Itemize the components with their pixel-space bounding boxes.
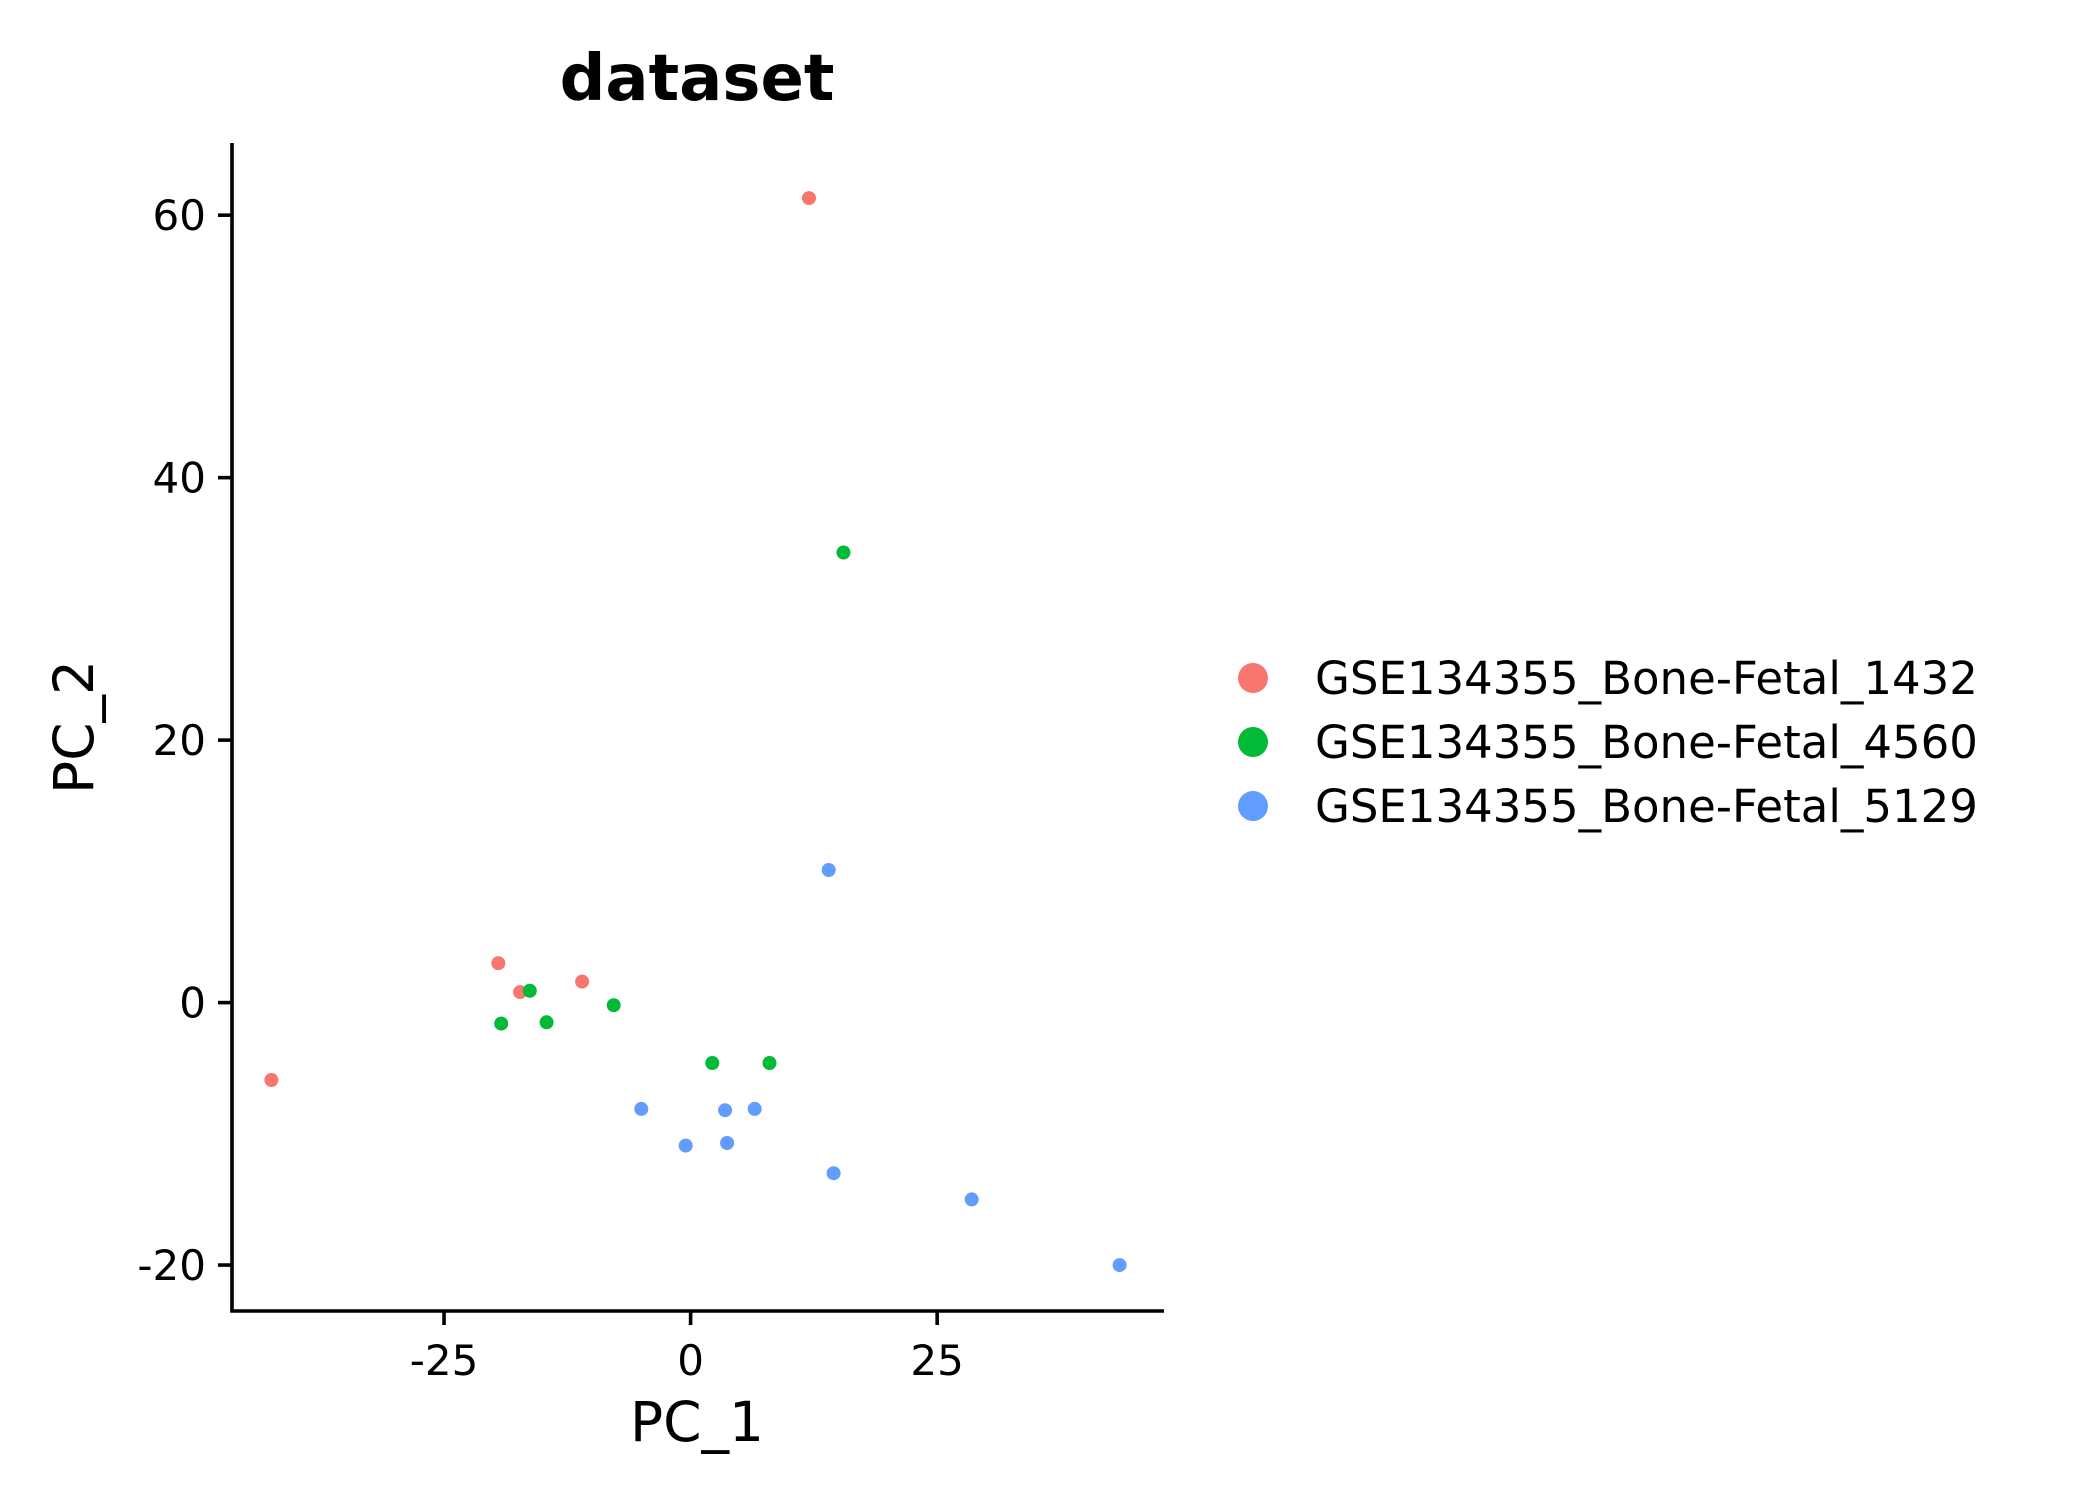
x-tick-label: 0 bbox=[677, 1336, 704, 1385]
legend-label-series-1: GSE134355_Bone-Fetal_1432 bbox=[1315, 652, 1978, 705]
data-point-series-3-1 bbox=[821, 863, 836, 877]
data-point-series-3-4 bbox=[747, 1101, 762, 1116]
data-point-series-2-1 bbox=[836, 545, 851, 560]
data-point-series-3-5 bbox=[678, 1138, 693, 1153]
y-tick-label: 40 bbox=[153, 454, 206, 503]
data-point-series-3-2 bbox=[634, 1101, 649, 1116]
legend: GSE134355_Bone-Fetal_1432 GSE134355_Bone-… bbox=[1238, 652, 1978, 833]
data-point-series-3-3 bbox=[718, 1103, 733, 1118]
data-point-series-2-5 bbox=[606, 998, 621, 1013]
x-tick-label: -25 bbox=[410, 1336, 479, 1385]
data-point-series-1-5 bbox=[264, 1073, 279, 1087]
x-axis-title: PC_1 bbox=[630, 1390, 764, 1454]
x-tick-label: 25 bbox=[910, 1336, 963, 1385]
y-tick-label: -20 bbox=[137, 1241, 206, 1290]
data-point-series-2-3 bbox=[494, 1016, 509, 1031]
x-axis-ticks: -25 0 25 bbox=[410, 1311, 964, 1385]
data-point-series-3-8 bbox=[964, 1192, 979, 1207]
data-point-series-1-2 bbox=[491, 956, 506, 971]
data-point-series-1-4 bbox=[575, 974, 590, 989]
data-point-series-3-7 bbox=[826, 1166, 841, 1181]
data-point-series-2-6 bbox=[705, 1056, 720, 1070]
chart-title: dataset bbox=[560, 42, 835, 116]
legend-key-series-1 bbox=[1238, 663, 1268, 693]
points-layer bbox=[264, 191, 1127, 1273]
plot-panel: -25 0 25 -20 0 20 40 60 bbox=[137, 143, 1164, 1385]
legend-key-series-3 bbox=[1238, 791, 1268, 821]
legend-label-series-2: GSE134355_Bone-Fetal_4560 bbox=[1315, 716, 1978, 769]
y-axis-title: PC_2 bbox=[42, 660, 106, 794]
legend-label-series-3: GSE134355_Bone-Fetal_5129 bbox=[1315, 780, 1978, 833]
data-point-series-2-4 bbox=[539, 1015, 554, 1030]
y-tick-label: 20 bbox=[153, 716, 206, 765]
data-point-series-1-1 bbox=[802, 191, 816, 206]
data-point-series-2-2 bbox=[522, 983, 537, 998]
data-point-series-3-6 bbox=[720, 1136, 735, 1150]
y-axis-ticks: -20 0 20 40 60 bbox=[137, 191, 232, 1290]
legend-key-series-2 bbox=[1238, 727, 1268, 757]
data-point-series-2-7 bbox=[762, 1056, 777, 1070]
data-point-series-3-9 bbox=[1112, 1258, 1127, 1273]
y-tick-label: 0 bbox=[179, 979, 206, 1028]
y-tick-label: 60 bbox=[153, 191, 206, 240]
